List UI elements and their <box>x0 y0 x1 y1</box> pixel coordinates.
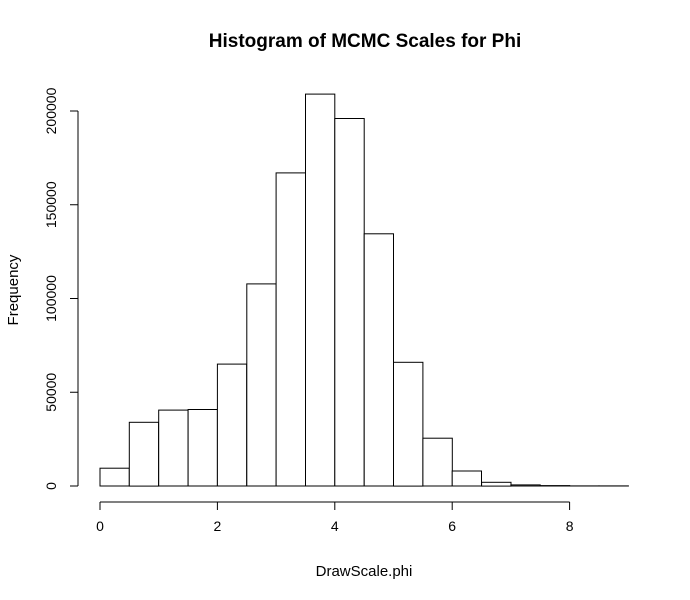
histogram-bar <box>393 361 424 487</box>
x-tick-label: 6 <box>448 518 456 534</box>
x-tick-label: 0 <box>96 518 104 534</box>
histogram-bar <box>481 481 512 487</box>
histogram-bar <box>158 409 189 487</box>
histogram-bar <box>451 470 483 487</box>
histogram-bar <box>216 363 248 487</box>
x-tick-label: 4 <box>331 518 339 534</box>
histogram-bar <box>510 484 541 487</box>
x-axis: 0 2 4 6 8 <box>96 501 574 534</box>
histogram-bars <box>99 93 629 487</box>
x-axis-label: DrawScale.phi <box>316 563 413 580</box>
y-tick-label: 100000 <box>43 275 59 322</box>
histogram-bar <box>128 421 160 487</box>
y-axis-label: Frequency <box>5 254 22 325</box>
histogram-bar <box>334 118 365 487</box>
x-tick-label: 8 <box>566 518 574 534</box>
histogram-bar <box>246 283 277 487</box>
histogram-bar <box>422 437 453 487</box>
histogram-bar <box>363 233 395 487</box>
y-tick-label: 50000 <box>43 373 59 412</box>
histogram-bar <box>305 93 336 487</box>
y-axis: 0 50000 100000 150000 200000 <box>43 87 79 490</box>
histogram-bar <box>187 409 218 487</box>
histogram-bar <box>99 467 130 487</box>
chart-title: Histogram of MCMC Scales for Phi <box>209 31 522 52</box>
y-tick-label: 150000 <box>43 181 59 228</box>
x-tick-label: 2 <box>214 518 222 534</box>
y-tick-label: 0 <box>43 482 59 490</box>
y-tick-label: 200000 <box>43 87 59 134</box>
histogram-bar <box>275 172 307 487</box>
